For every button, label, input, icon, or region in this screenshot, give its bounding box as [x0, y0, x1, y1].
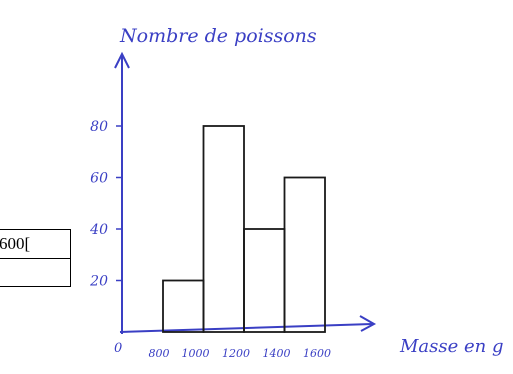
table-fragment: 600[ [0, 229, 71, 287]
chart-title: Nombre de poissons [119, 25, 317, 47]
y-tick-label-80: 80 [90, 119, 108, 135]
bar-1400-1600 [283, 176, 326, 333]
y-axis-arrow [114, 51, 130, 69]
origin-label: 0 [114, 341, 122, 356]
y-tick-label-60: 60 [90, 171, 108, 187]
y-tick-label-40: 40 [89, 222, 108, 238]
x-axis-label: Masse en g [399, 336, 504, 357]
table-row-divider [0, 258, 70, 259]
x-axis-arrow [359, 315, 377, 332]
x-tick-label-1400: 1400 [263, 347, 291, 360]
bar-800-1000 [162, 279, 205, 333]
x-tick-label-1000: 1000 [182, 347, 210, 360]
bars [162, 125, 326, 333]
table-cell-text: 600[ [0, 234, 31, 253]
bar-1000-1200 [202, 125, 245, 333]
x-tick-label-1200: 1200 [222, 347, 250, 360]
tick-labels: 800 1000 1200 1400 1600 20 40 60 80 [89, 119, 331, 360]
y-tick-label-20: 20 [89, 274, 108, 290]
bar-1200-1400 [243, 228, 286, 333]
x-tick-label-800: 800 [149, 347, 170, 360]
x-tick-label-1600: 1600 [303, 347, 331, 360]
axes [114, 51, 377, 334]
x-axis-line [119, 323, 373, 333]
